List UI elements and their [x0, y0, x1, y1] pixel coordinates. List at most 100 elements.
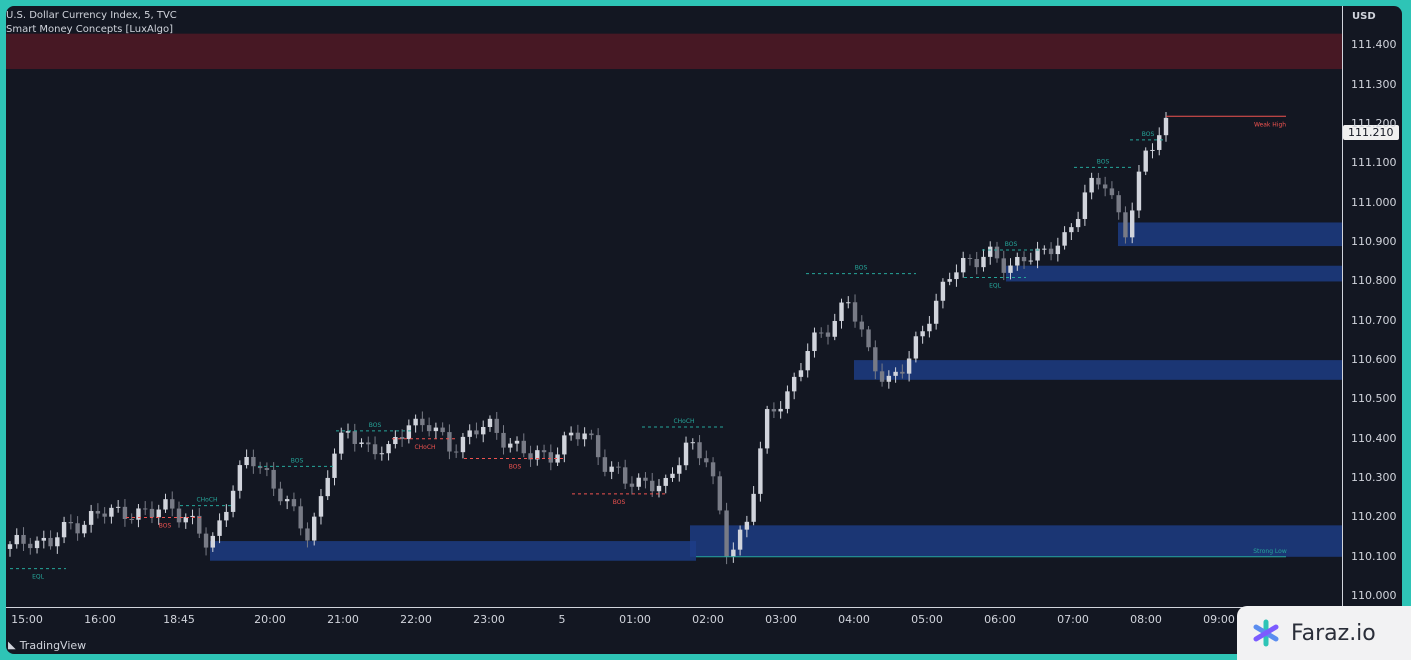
candle-body	[805, 351, 810, 371]
candle-body	[501, 432, 506, 448]
candle-body	[771, 409, 777, 412]
candle-body	[1028, 260, 1033, 262]
candle-body	[866, 329, 871, 348]
last-price-label: 111.210	[1343, 125, 1399, 140]
candle-body	[704, 458, 709, 463]
demand-zone	[1118, 222, 1342, 247]
candle-body	[629, 483, 635, 487]
candle-body	[906, 358, 912, 374]
candle-body	[1015, 256, 1020, 266]
candle-body	[541, 450, 547, 453]
structure-label: Weak High	[1254, 121, 1286, 128]
price-tick: 111.200	[1351, 117, 1397, 131]
candle-body	[650, 480, 655, 492]
structure-label: EQL	[32, 574, 45, 581]
candle-body	[170, 499, 175, 509]
price-tick: 110.700	[1351, 313, 1397, 327]
time-tick: 08:00	[1130, 613, 1162, 626]
candle-body	[352, 431, 357, 444]
price-tick: 111.400	[1351, 38, 1397, 52]
price-tick: 110.900	[1351, 235, 1397, 249]
price-tick: 110.400	[1351, 431, 1397, 445]
time-tick: 22:00	[400, 613, 432, 626]
currency-label[interactable]: USD	[1352, 11, 1376, 22]
candle-body	[244, 456, 249, 466]
faraz-logo-icon	[1253, 619, 1279, 647]
price-tick: 110.800	[1351, 274, 1397, 288]
candle-body	[555, 454, 560, 463]
structure-label: CHoCH	[414, 444, 435, 451]
candle-body	[474, 430, 479, 435]
candle-body	[460, 436, 466, 453]
candle-body	[210, 535, 216, 548]
candle-body	[960, 257, 966, 273]
candle-body	[28, 543, 33, 549]
candle-body	[481, 427, 486, 435]
price-tick: 110.600	[1351, 353, 1397, 367]
structure-label: CHoCH	[673, 418, 694, 425]
candle-body	[379, 453, 385, 455]
candle-body	[514, 440, 520, 444]
time-tick: 01:00	[619, 613, 651, 626]
time-axis[interactable]	[6, 607, 1342, 632]
indicator-title[interactable]: Smart Money Concepts [LuxAlgo]	[6, 24, 174, 35]
candle-body	[1048, 248, 1054, 255]
candle-body	[1089, 177, 1094, 193]
candle-body	[832, 320, 837, 337]
candle-body	[859, 321, 864, 330]
candle-body	[575, 432, 581, 440]
candle-body	[1035, 248, 1040, 261]
supply-zone	[6, 33, 1342, 70]
candle-body	[954, 272, 959, 280]
candle-body	[284, 499, 290, 502]
candle-body	[852, 302, 858, 322]
time-tick: 04:00	[838, 613, 870, 626]
tradingview-brand[interactable]: ◣ TradingView	[8, 639, 86, 652]
price-axis[interactable]	[1342, 6, 1402, 610]
candle-body	[920, 331, 925, 337]
candle-body	[1143, 150, 1148, 172]
candle-body	[839, 302, 844, 321]
candle-body	[305, 528, 310, 541]
time-tick: 09:00	[1203, 613, 1235, 626]
candle-body	[548, 452, 554, 463]
candle-body	[1021, 256, 1027, 262]
time-tick: 5	[558, 613, 566, 626]
candle-body	[913, 336, 919, 359]
candle-body	[717, 476, 723, 511]
candle-body	[1163, 117, 1169, 136]
candle-body	[785, 391, 790, 409]
structure-label: CHoCH	[196, 497, 217, 504]
candle-body	[487, 418, 493, 428]
candle-body	[1102, 184, 1108, 189]
candle-body	[677, 465, 682, 474]
candle-body	[663, 477, 668, 486]
candle-body	[1082, 192, 1088, 219]
candle-body	[271, 469, 276, 489]
chart-plot[interactable]: EQL BOS CHoCH BOS BOS CHoCH BOS BOS CHoCH BOS BOS E…	[6, 6, 1342, 610]
candle-body	[251, 456, 256, 467]
symbol-title[interactable]: U.S. Dollar Currency Index, 5, TVC	[6, 10, 177, 21]
candle-body	[582, 433, 587, 440]
candle-body	[974, 258, 979, 268]
faraz-watermark: Faraz.io	[1237, 606, 1411, 660]
demand-zone	[690, 525, 1342, 557]
time-tick: 21:00	[327, 613, 359, 626]
structure-label: BOS	[159, 522, 172, 529]
candle-body	[48, 537, 53, 547]
candle-body	[778, 408, 783, 412]
candle-body	[257, 466, 263, 469]
candle-body	[68, 522, 74, 524]
candle-body	[291, 499, 297, 507]
candle-body	[683, 442, 689, 466]
candle-body	[1055, 245, 1061, 255]
candle-body	[1075, 218, 1081, 228]
candle-body	[426, 425, 432, 432]
candle-body	[467, 430, 472, 437]
candle-body	[345, 431, 351, 433]
candle-body	[156, 509, 161, 518]
time-tick: 07:00	[1057, 613, 1089, 626]
candle-body	[1109, 188, 1115, 196]
candle-body	[737, 529, 743, 550]
candle-body	[886, 375, 892, 382]
